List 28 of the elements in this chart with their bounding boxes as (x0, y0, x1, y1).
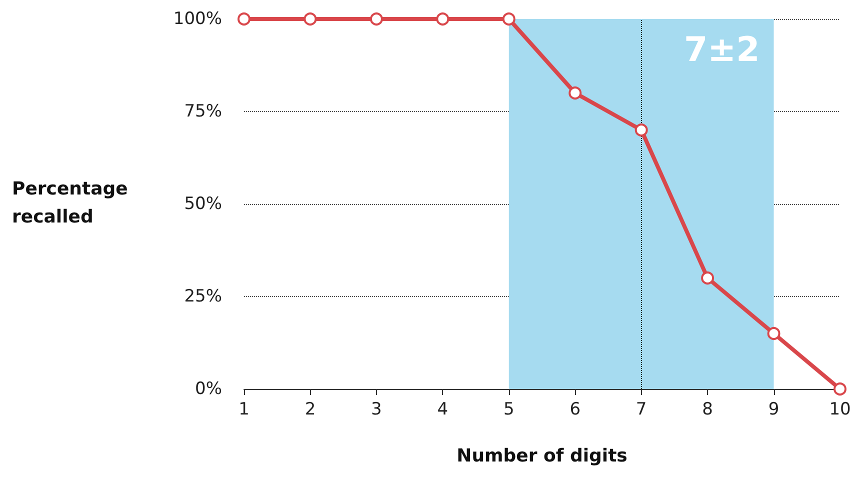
y-tick-label: 0% (195, 379, 222, 399)
x-tick-label: 5 (503, 400, 514, 420)
point (238, 12, 250, 26)
x-tick-label: 2 (304, 400, 316, 420)
x-tick-label: 7 (636, 400, 647, 420)
y-tick-label: 100% (173, 9, 222, 29)
x-tick-label: 9 (768, 400, 780, 420)
point (370, 12, 383, 26)
x-tick-label: 8 (702, 400, 713, 420)
y-axis-title: Percentage recalled (12, 178, 134, 228)
x-tick-label: 3 (371, 400, 382, 420)
x-tick-label: 4 (437, 400, 448, 420)
x-tick-label: 10 (829, 400, 851, 420)
point (568, 86, 582, 100)
x-axis-title: Number of digits (456, 446, 628, 466)
point (767, 327, 780, 340)
y-tick-label: 50% (184, 194, 222, 214)
point (701, 272, 714, 284)
point (436, 12, 450, 26)
y-tick-label: 75% (184, 102, 222, 122)
band-label: 7±2 (684, 30, 760, 70)
x-tick-label: 1 (238, 400, 250, 420)
point (834, 382, 846, 396)
y-tick-label: 25% (184, 286, 222, 306)
point (634, 124, 648, 136)
point (304, 12, 317, 26)
point (502, 12, 516, 26)
x-tick-label: 6 (570, 400, 581, 420)
